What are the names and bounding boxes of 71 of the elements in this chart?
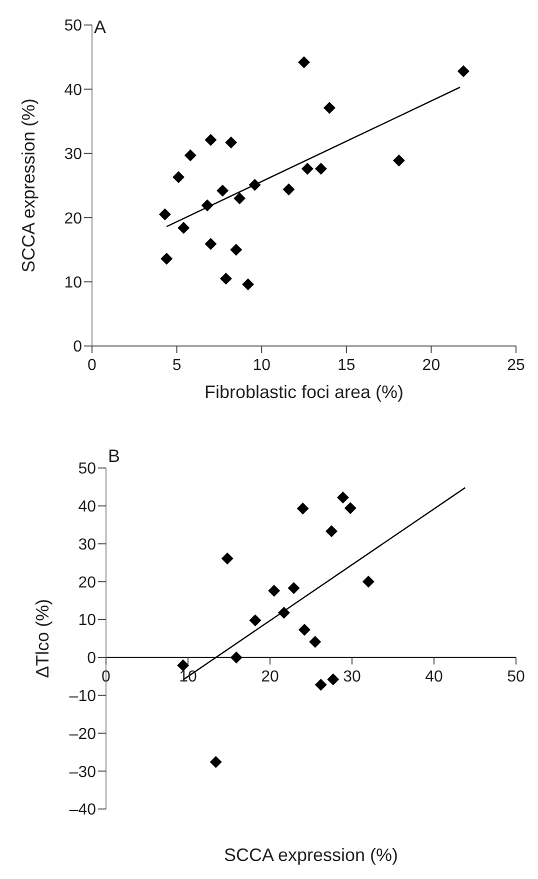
- y-tick-label: –30: [69, 764, 96, 781]
- point: [248, 178, 261, 191]
- point: [278, 606, 290, 619]
- y-tick-label: 30: [64, 146, 82, 164]
- x-axis-title: SCCA expression (%): [224, 845, 398, 865]
- x-tick-label: 25: [507, 357, 525, 374]
- point: [282, 183, 295, 196]
- x-tick-label: 5: [172, 357, 182, 374]
- point: [204, 134, 217, 146]
- point: [178, 222, 190, 234]
- point: [234, 192, 246, 204]
- y-tick-label: –10: [69, 688, 96, 706]
- point: [230, 651, 242, 664]
- point: [326, 525, 338, 538]
- point: [221, 552, 234, 565]
- x-tick-label: 10: [252, 357, 271, 374]
- y-tick-label: 30: [78, 536, 96, 554]
- point: [327, 673, 340, 686]
- point: [301, 162, 314, 175]
- point: [242, 278, 254, 290]
- y-axis-title: ΔTlco (%): [32, 598, 52, 678]
- y-tick-label: 50: [78, 460, 96, 478]
- y-tick-label: 40: [78, 498, 96, 516]
- y-tick-label: 10: [64, 274, 82, 292]
- point: [184, 149, 196, 162]
- point: [225, 136, 238, 148]
- point: [268, 584, 280, 597]
- x-tick-label: 30: [343, 668, 361, 686]
- x-tick-label: 50: [507, 668, 525, 686]
- x-axis-title: Fibroblastic foci area (%): [204, 382, 404, 402]
- y-tick-label: 20: [64, 210, 82, 228]
- text: B: [108, 446, 120, 467]
- point: [314, 678, 327, 691]
- y-tick-label: 20: [78, 574, 96, 592]
- point: [216, 184, 229, 197]
- x-tick-label: 15: [338, 357, 356, 374]
- point: [336, 492, 349, 504]
- point: [220, 272, 232, 285]
- point: [288, 582, 300, 594]
- point: [362, 576, 374, 588]
- point: [210, 756, 222, 768]
- point: [201, 199, 214, 212]
- y-tick-label: 10: [78, 612, 96, 630]
- point: [344, 502, 356, 514]
- point: [323, 102, 336, 114]
- x-tick-label: 20: [422, 357, 440, 374]
- point: [298, 624, 310, 636]
- point: [177, 659, 190, 672]
- x-tick-label: 0: [102, 668, 111, 686]
- y-axis-title: SCCA expression (%): [18, 98, 38, 273]
- point: [158, 208, 171, 220]
- point: [204, 238, 217, 250]
- y-tick-label: 40: [64, 82, 82, 99]
- point: [172, 171, 184, 184]
- x-tick-label: 20: [261, 668, 279, 686]
- y-tick-label: 50: [64, 18, 82, 35]
- point: [314, 162, 327, 175]
- point: [309, 636, 322, 648]
- y-tick-label: 0: [73, 338, 82, 356]
- annotation: A: [94, 17, 106, 38]
- y-tick-label: –40: [69, 802, 96, 819]
- point: [160, 252, 173, 265]
- point: [298, 56, 310, 68]
- point: [230, 244, 242, 256]
- y-tick-label: 0: [87, 650, 96, 668]
- x-tick-label: 40: [425, 668, 443, 686]
- point: [392, 154, 405, 166]
- point: [249, 614, 262, 626]
- point: [457, 65, 470, 78]
- point: [296, 502, 309, 515]
- y-tick-label: –20: [69, 726, 96, 743]
